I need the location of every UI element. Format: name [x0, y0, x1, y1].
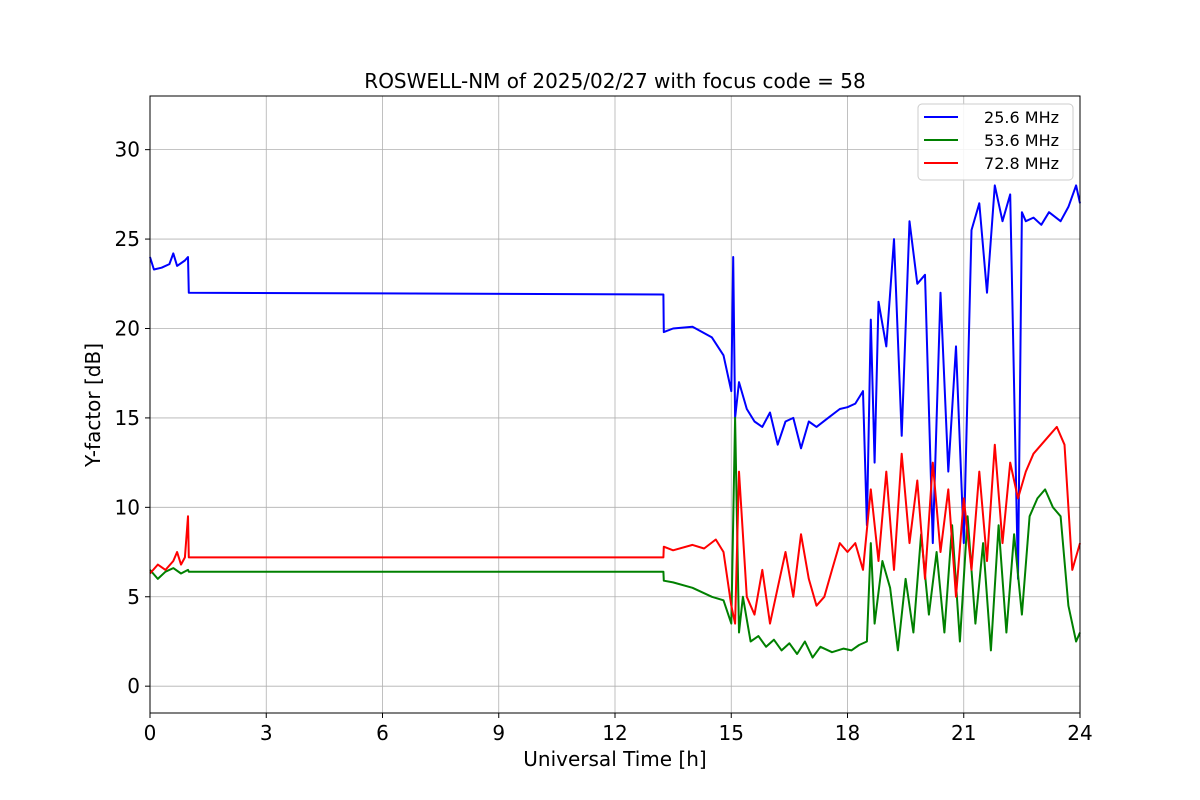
x-tick-label: 12 — [602, 721, 627, 745]
series-line-53-6-mhz — [149, 416, 1081, 659]
series-line-25-6-mhz — [149, 184, 1081, 580]
series-line-72-8-mhz — [149, 425, 1081, 625]
x-tick-label: 18 — [835, 721, 860, 745]
y-tick-label: 30 — [115, 138, 140, 162]
x-tick-label: 0 — [144, 721, 157, 745]
x-tick-label: 21 — [951, 721, 976, 745]
x-tick-label: 9 — [492, 721, 505, 745]
x-axis-label: Universal Time [h] — [523, 747, 706, 771]
series-lines — [149, 184, 1081, 659]
axis-ticks: 0 3 6 9 12 15 18 21 24 0 5 10 15 20 25 30 — [115, 138, 1093, 745]
legend-label: 53.6 MHz — [984, 131, 1059, 150]
y-tick-label: 10 — [115, 495, 140, 519]
y-tick-label: 5 — [127, 585, 140, 609]
legend-label: 72.8 MHz — [984, 154, 1059, 173]
x-tick-label: 15 — [719, 721, 744, 745]
legend: 25.6 MHz 53.6 MHz 72.8 MHz — [917, 103, 1074, 181]
x-tick-label: 3 — [260, 721, 273, 745]
chart-title: ROSWELL-NM of 2025/02/27 with focus code… — [364, 69, 865, 93]
x-tick-label: 6 — [376, 721, 389, 745]
y-tick-label: 25 — [115, 227, 140, 251]
y-tick-label: 20 — [115, 316, 140, 340]
y-tick-label: 0 — [127, 674, 140, 698]
legend-box — [917, 103, 1074, 181]
y-tick-label: 15 — [115, 406, 140, 430]
x-tick-label: 24 — [1067, 721, 1092, 745]
legend-label: 25.6 MHz — [984, 108, 1059, 127]
y-axis-label: Y-factor [dB] — [81, 343, 105, 468]
